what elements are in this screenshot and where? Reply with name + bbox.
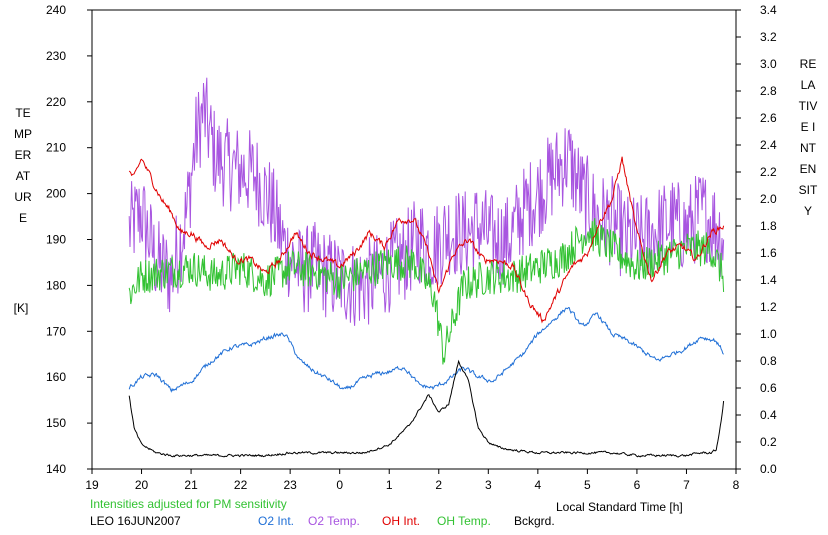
x-tick-label: 8 [733, 478, 740, 492]
note-text: Intensities adjusted for PM sensitivity [90, 497, 287, 511]
y-right-tick-label: 3.2 [760, 30, 777, 44]
y-right-tick-label: 2.8 [760, 84, 777, 98]
legend-oh-int: OH Int. [382, 514, 421, 528]
x-axis-label: Local Standard Time [h] [556, 500, 683, 514]
y-right-tick-label: 2.4 [760, 138, 777, 152]
x-tick-label: 7 [683, 478, 690, 492]
y-right-tick-label: 1.4 [760, 273, 777, 287]
x-tick-label: 23 [283, 478, 297, 492]
y-right-tick-label: 1.8 [760, 219, 777, 233]
y-left-tick-label: 160 [46, 370, 66, 384]
y-axis-right: 0.0 0.2 0.4 0.6 0.8 1.0 1.2 1.4 1.6 1.8 2.0 2.2 2.4 2… [736, 3, 777, 476]
legend-oh-temp: OH Temp. [437, 514, 491, 528]
y-right-tick-label: 0.0 [760, 462, 777, 476]
y-left-tick-label: 170 [46, 324, 66, 338]
y-left-tick-label: 190 [46, 233, 66, 247]
y-left-tick-label: 230 [46, 49, 66, 63]
y-right-tick-label: 0.8 [760, 354, 777, 368]
x-tick-label: 3 [485, 478, 492, 492]
left-axis-label: TEMPERATURE [14, 106, 32, 225]
y-axis-left: 140 150 160 170 180 190 200 210 220 230 240 [46, 3, 92, 476]
x-tick-label: 2 [435, 478, 442, 492]
y-right-tick-label: 2.2 [760, 165, 777, 179]
series-line-o2-temp- [128, 77, 725, 326]
y-left-tick-label: 180 [46, 278, 66, 292]
y-right-tick-label: 3.4 [760, 3, 777, 17]
y-right-tick-label: 3.0 [760, 57, 777, 71]
x-tick-label: 22 [234, 478, 248, 492]
x-tick-label: 5 [584, 478, 591, 492]
y-right-tick-label: 2.0 [760, 192, 777, 206]
series-line-oh-temp- [128, 218, 725, 365]
station-label: LEO 16JUN2007 [90, 514, 181, 528]
y-left-tick-label: 150 [46, 416, 66, 430]
y-right-tick-label: 1.6 [760, 246, 777, 260]
y-right-tick-label: 0.2 [760, 435, 777, 449]
legend-o2-int: O2 Int. [258, 514, 295, 528]
y-left-tick-label: 210 [46, 141, 66, 155]
y-right-tick-label: 2.6 [760, 111, 777, 125]
x-tick-label: 4 [535, 478, 542, 492]
y-left-tick-label: 140 [46, 462, 66, 476]
y-left-tick-label: 220 [46, 95, 66, 109]
y-left-tick-label: 240 [46, 3, 66, 17]
x-axis: 19 20 21 22 23 0 1 2 3 4 5 6 7 8 [85, 469, 740, 492]
y-left-tick-label: 200 [46, 187, 66, 201]
right-axis-label: RELATIVE INTENSITY [798, 57, 818, 218]
series-line-oh-int- [128, 156, 725, 324]
series-line-bckgrd- [128, 359, 725, 458]
x-tick-label: 20 [135, 478, 149, 492]
chart-traces [128, 77, 725, 458]
y-right-tick-label: 0.6 [760, 381, 777, 395]
series-line-o2-int- [128, 307, 724, 393]
x-tick-label: 19 [85, 478, 99, 492]
legend-o2-temp: O2 Temp. [308, 514, 360, 528]
left-axis-unit: [K] [13, 301, 29, 315]
x-tick-label: 0 [336, 478, 343, 492]
y-right-tick-label: 1.2 [760, 300, 777, 314]
legend-bckgrd: Bckgrd. [514, 514, 555, 528]
x-tick-label: 6 [634, 478, 641, 492]
x-tick-label: 21 [184, 478, 198, 492]
x-tick-label: 1 [386, 478, 393, 492]
y-right-tick-label: 0.4 [760, 408, 777, 422]
y-right-tick-label: 1.0 [760, 327, 777, 341]
